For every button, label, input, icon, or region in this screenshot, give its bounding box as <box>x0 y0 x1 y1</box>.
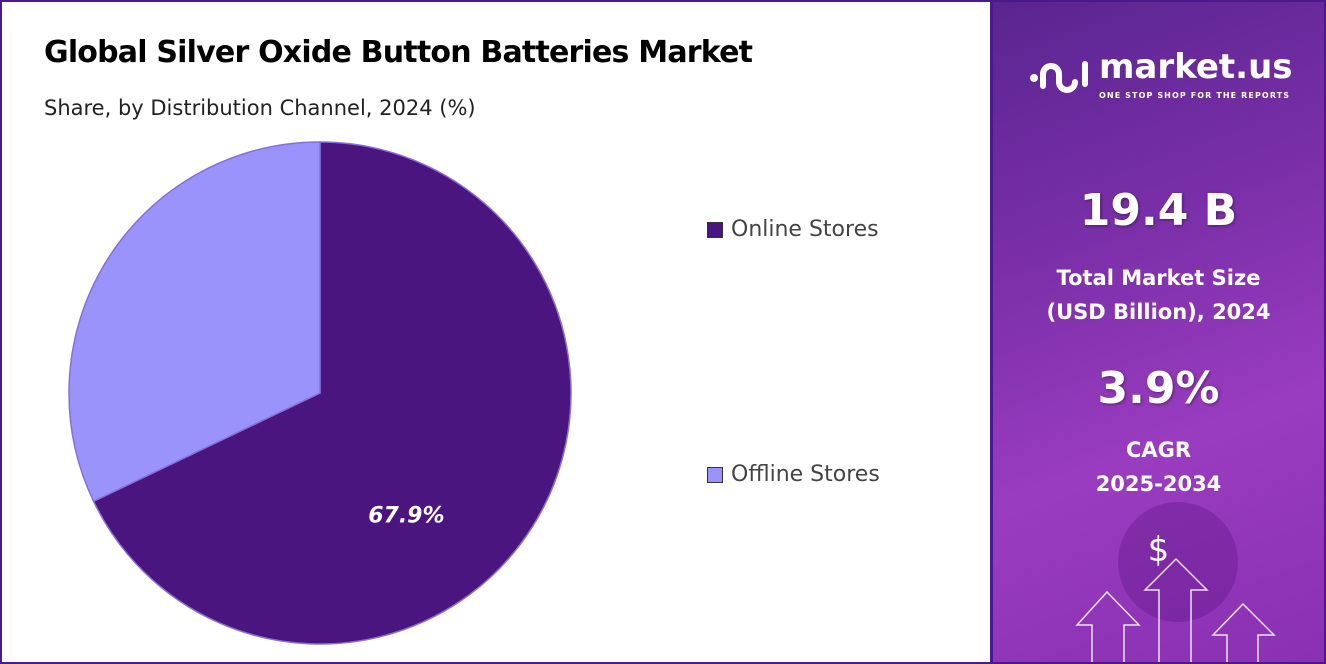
summary-panel: market.us ONE STOP SHOP FOR THE REPORTS … <box>990 2 1324 662</box>
market-us-logo: market.us ONE STOP SHOP FOR THE REPORTS <box>1029 46 1293 102</box>
legend-label: Offline Stores <box>731 462 880 487</box>
cagr-value: 3.9% <box>1097 363 1220 414</box>
legend-swatch <box>707 222 723 238</box>
cagr-period: 2025-2034 <box>1095 472 1222 496</box>
market-size-label: Total Market Size <box>1056 266 1261 290</box>
pie-slice-offline-stores <box>68 141 321 503</box>
market-size-value: 19.4 B <box>1079 185 1238 236</box>
legend-label: Online Stores <box>731 217 879 242</box>
legend-item-offline: Offline Stores <box>707 461 880 489</box>
chart-panel: Global Silver Oxide Button Batteries Mar… <box>2 2 988 662</box>
logo-icon <box>1030 61 1088 93</box>
pie-chart: 67.9% <box>68 141 572 645</box>
legend-swatch <box>707 467 723 483</box>
dollar-icon: $ <box>1147 530 1170 570</box>
data-label: 67.9% <box>368 503 444 528</box>
legend-item-online: Online Stores <box>707 216 879 244</box>
brand-name: market.us <box>1099 47 1293 87</box>
pie-slice-online-stores <box>92 141 572 645</box>
market-size-label-2: (USD Billion), 2024 <box>1046 300 1271 324</box>
brand-tagline: ONE STOP SHOP FOR THE REPORTS <box>1099 91 1291 100</box>
chart-title: Global Silver Oxide Button Batteries Mar… <box>44 35 753 70</box>
chart-subtitle: Share, by Distribution Channel, 2024 (%) <box>44 96 476 120</box>
arrows-decoration <box>1075 502 1276 662</box>
cagr-label: CAGR <box>1125 438 1192 462</box>
